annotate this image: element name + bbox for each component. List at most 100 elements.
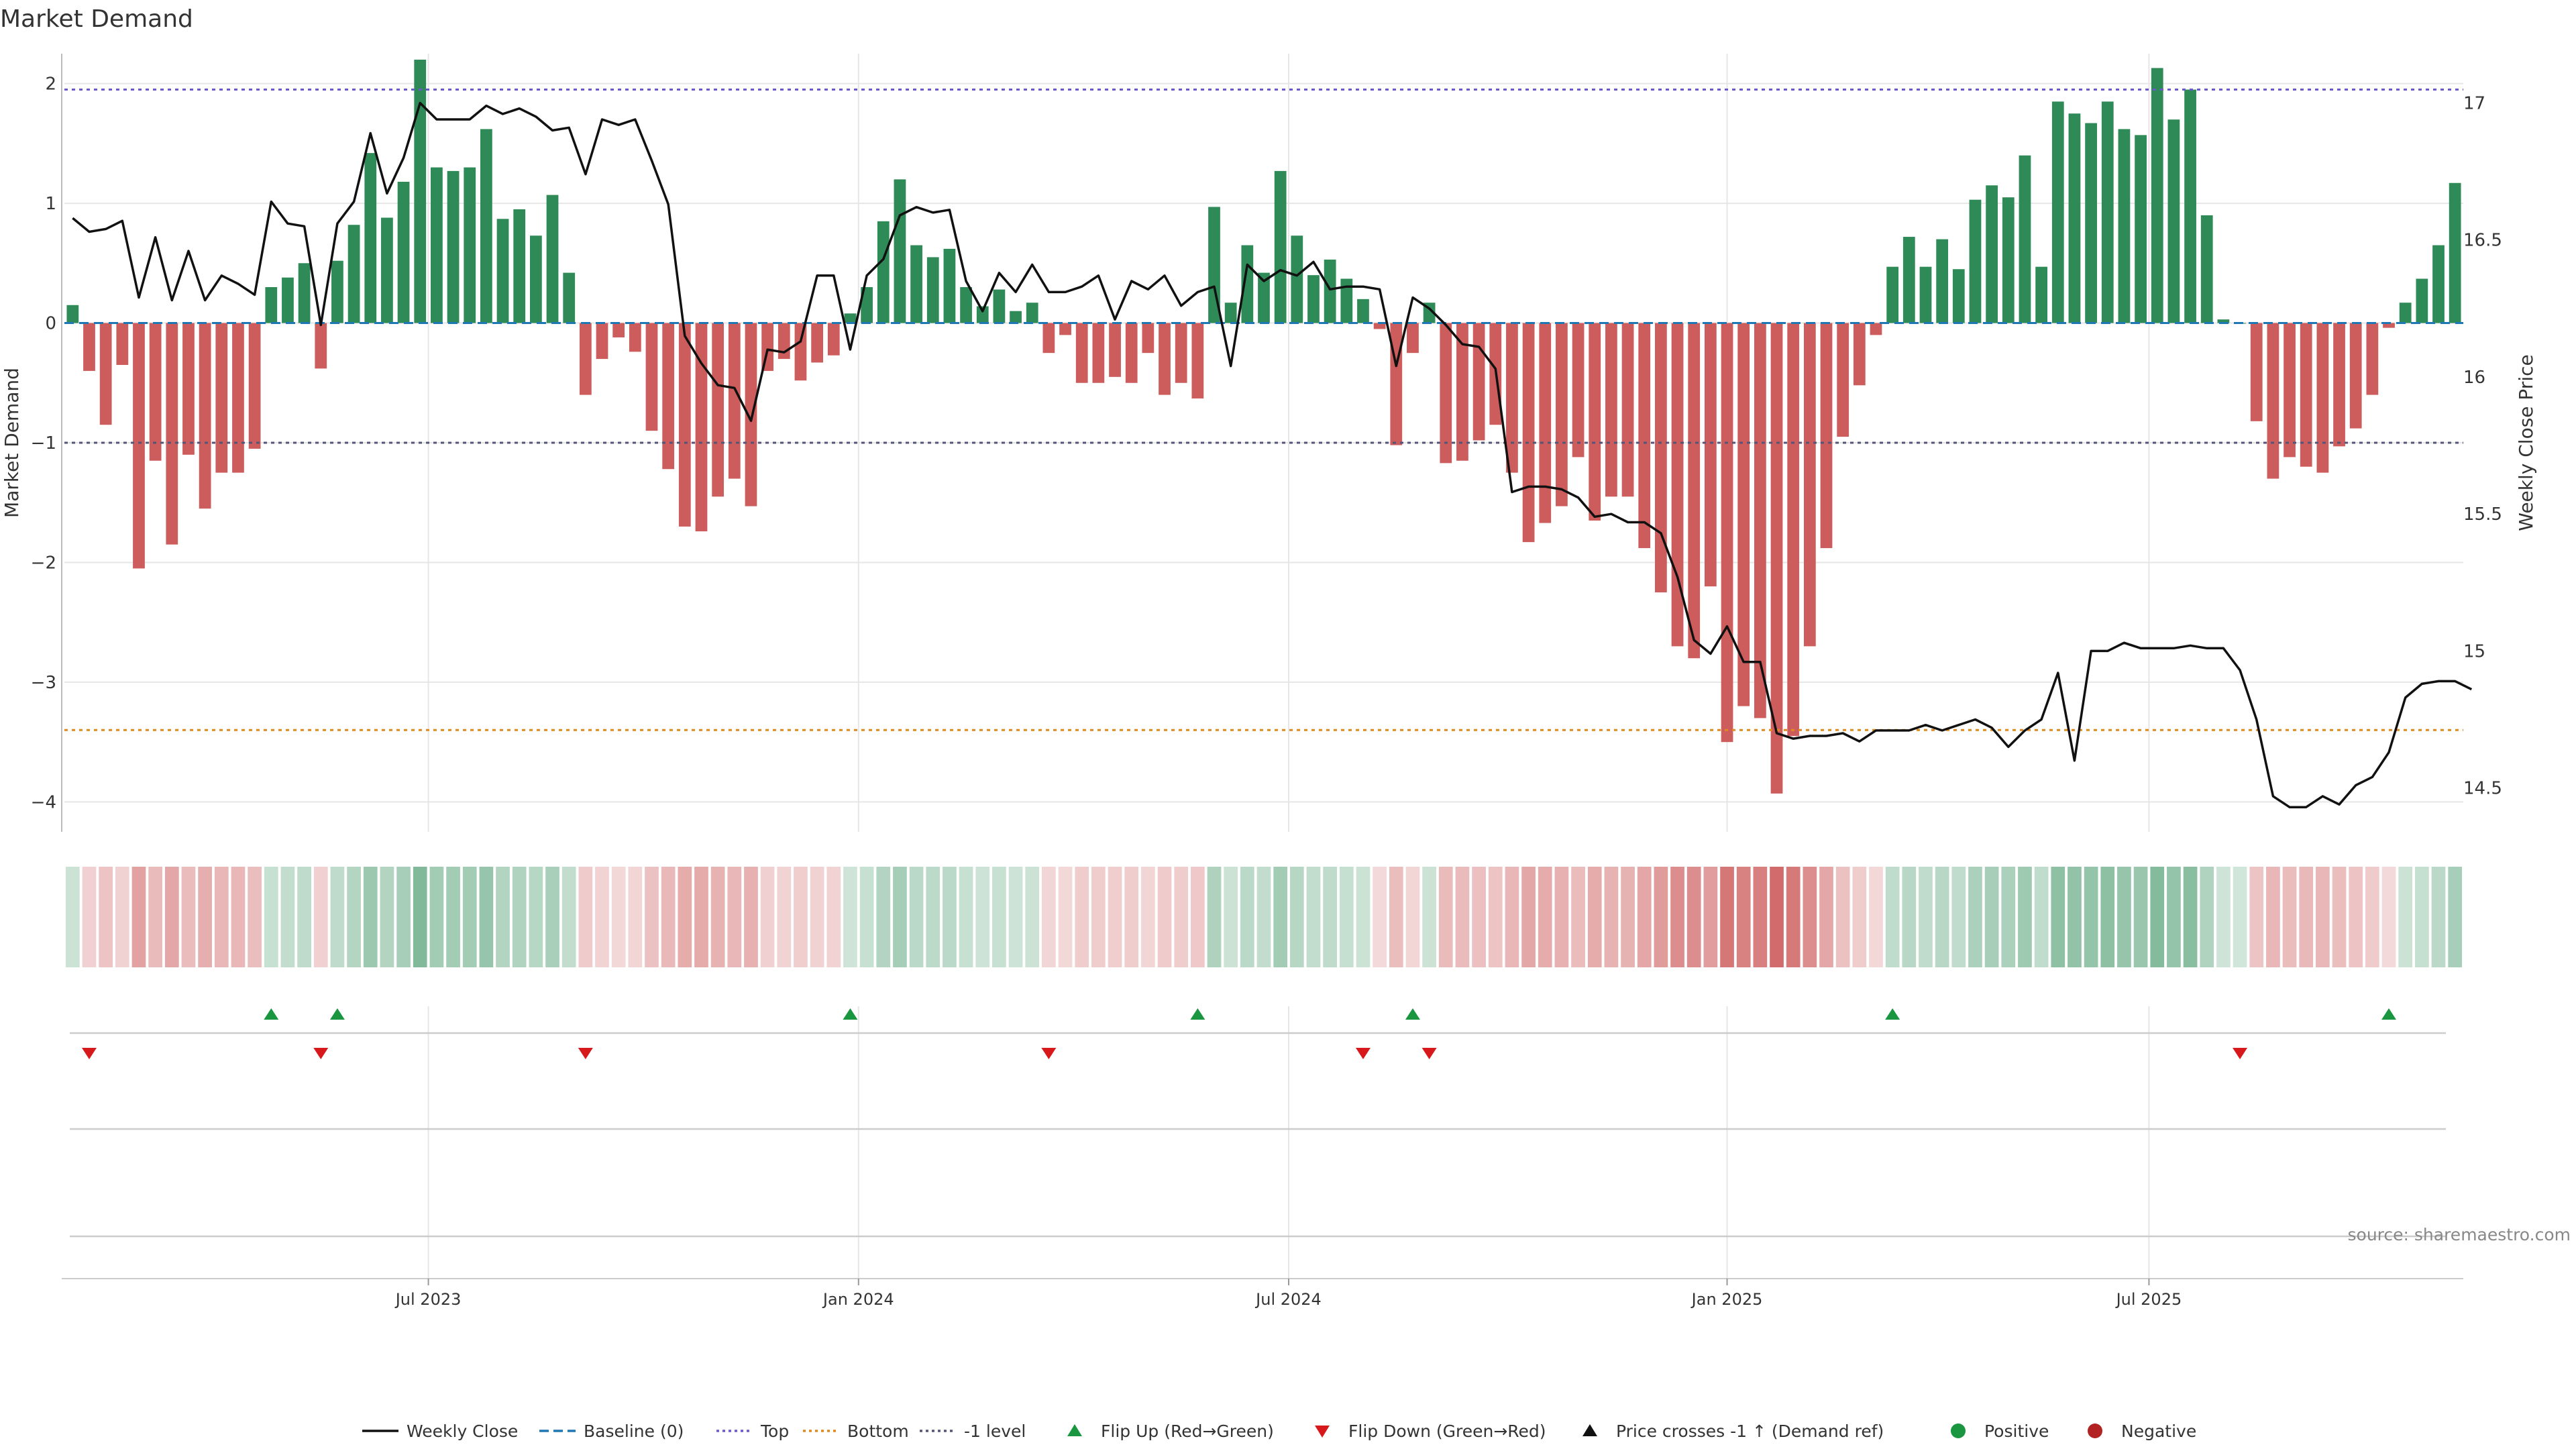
heat-cell-negative (1373, 867, 1387, 967)
heat-cell-positive (926, 867, 941, 967)
positive-bar (993, 289, 1006, 323)
heat-cell-positive (1256, 867, 1271, 967)
legend-label: Flip Up (Red→Green) (1101, 1421, 1274, 1441)
heat-cell-positive (2117, 867, 2131, 967)
heat-cell-positive (512, 867, 527, 967)
heat-cell-negative (1753, 867, 1768, 967)
y-tick-label: 0 (45, 314, 56, 334)
heat-cell-positive (1240, 867, 1254, 967)
legend-label: Top (760, 1421, 789, 1441)
positive-bar (1324, 259, 1336, 323)
negative-bar (1472, 323, 1485, 441)
negative-bar (1456, 323, 1468, 461)
positive-bar (2200, 215, 2213, 323)
legend-item: Bottom (803, 1421, 909, 1441)
heat-cell-positive (561, 867, 576, 967)
flip-down-marker (81, 1048, 97, 1059)
negative-bar (777, 323, 790, 360)
heat-cell-negative (810, 867, 824, 967)
positive-bar (2002, 197, 2015, 323)
heat-cell-negative (231, 867, 246, 967)
heat-cell-positive (843, 867, 857, 967)
negative-bar (149, 323, 162, 461)
positive-bar (1936, 239, 1949, 323)
negative-bar (2316, 323, 2329, 473)
x-tick-label: Jan 2024 (822, 1290, 894, 1309)
heat-cell-positive (1919, 867, 1933, 967)
legend-label: Price crosses -1 ↑ (Demand ref) (1616, 1421, 1884, 1441)
heat-cell-positive (1339, 867, 1354, 967)
heat-cell-negative (760, 867, 775, 967)
positive-bar (861, 287, 873, 323)
y-tick-label: 2 (45, 74, 56, 95)
positive-bar (2217, 319, 2230, 323)
heat-cell-positive (1008, 867, 1023, 967)
heat-cell-negative (1637, 867, 1652, 967)
negative-bar (1042, 323, 1055, 354)
negative-bar (728, 323, 741, 479)
flip-down-marker (2233, 1048, 2248, 1059)
heat-cell-negative (1803, 867, 1817, 967)
legend-item: -1 level (920, 1421, 1026, 1441)
negative-bar (166, 323, 178, 545)
positive-bar (397, 181, 410, 323)
negative-bar (232, 323, 244, 473)
heat-cell-positive (2167, 867, 2181, 967)
heat-cell-positive (1885, 867, 1900, 967)
heat-cell-negative (1505, 867, 1519, 967)
flip-up-marker (1885, 1008, 1900, 1020)
heat-cell-negative (1488, 867, 1503, 967)
y2-tick-label: 17 (2463, 94, 2485, 114)
demand-bars (66, 59, 2461, 794)
heat-cell-negative (1091, 867, 1106, 967)
heat-cell-positive (2051, 867, 2065, 967)
positive-bar (2151, 68, 2163, 323)
legend-item: Weekly Close (362, 1421, 518, 1441)
positive-bar (910, 245, 922, 323)
positive-bar (2449, 182, 2461, 323)
positive-bar (943, 248, 956, 323)
legend-item: Negative (2088, 1421, 2196, 1441)
heat-cell-positive (496, 867, 510, 967)
heat-cell-positive (893, 867, 907, 967)
heat-cell-positive (2034, 867, 2049, 967)
heat-cell-negative (1075, 867, 1089, 967)
heat-cell-negative (1654, 867, 1668, 967)
positive-bar (496, 219, 509, 323)
positive-bar (464, 167, 476, 323)
heat-cell-negative (678, 867, 692, 967)
positive-bar (926, 257, 939, 323)
heat-cell-positive (2233, 867, 2247, 967)
heat-cell-negative (1786, 867, 1801, 967)
heat-cell-negative (1554, 867, 1569, 967)
negative-bar (2250, 323, 2263, 421)
heat-cell-positive (1935, 867, 1949, 967)
flip-down-marker (1041, 1048, 1057, 1059)
positive-bar (1952, 269, 1965, 323)
negative-bar (133, 323, 145, 569)
heat-cell-negative (2282, 867, 2297, 967)
flip-up-marker (2381, 1008, 2397, 1020)
positive-bar (447, 170, 460, 323)
heat-cell-positive (280, 867, 295, 967)
negative-bar (1787, 323, 1800, 737)
heat-cell-negative (661, 867, 676, 967)
negative-bar (1638, 323, 1651, 549)
negative-bar (811, 323, 824, 363)
heat-cell-negative (727, 867, 742, 967)
heat-cell-positive (1273, 867, 1288, 967)
heat-cell-negative (595, 867, 609, 967)
heat-cell-positive (1025, 867, 1040, 967)
negative-bar (678, 323, 691, 527)
y-axis-label: Market Demand (1, 368, 23, 518)
positive-bar (282, 277, 294, 323)
flip-up-marker (1190, 1008, 1205, 1020)
legend-dot-swatch (1951, 1424, 1966, 1438)
legend-item: Baseline (0) (539, 1421, 684, 1441)
legend-label: Baseline (0) (584, 1421, 684, 1441)
negative-bar (1159, 323, 1171, 395)
legend-triangle-up-swatch (1067, 1424, 1082, 1436)
positive-bar (1258, 272, 1270, 323)
negative-bar (1522, 323, 1535, 543)
positive-bar (546, 195, 559, 323)
